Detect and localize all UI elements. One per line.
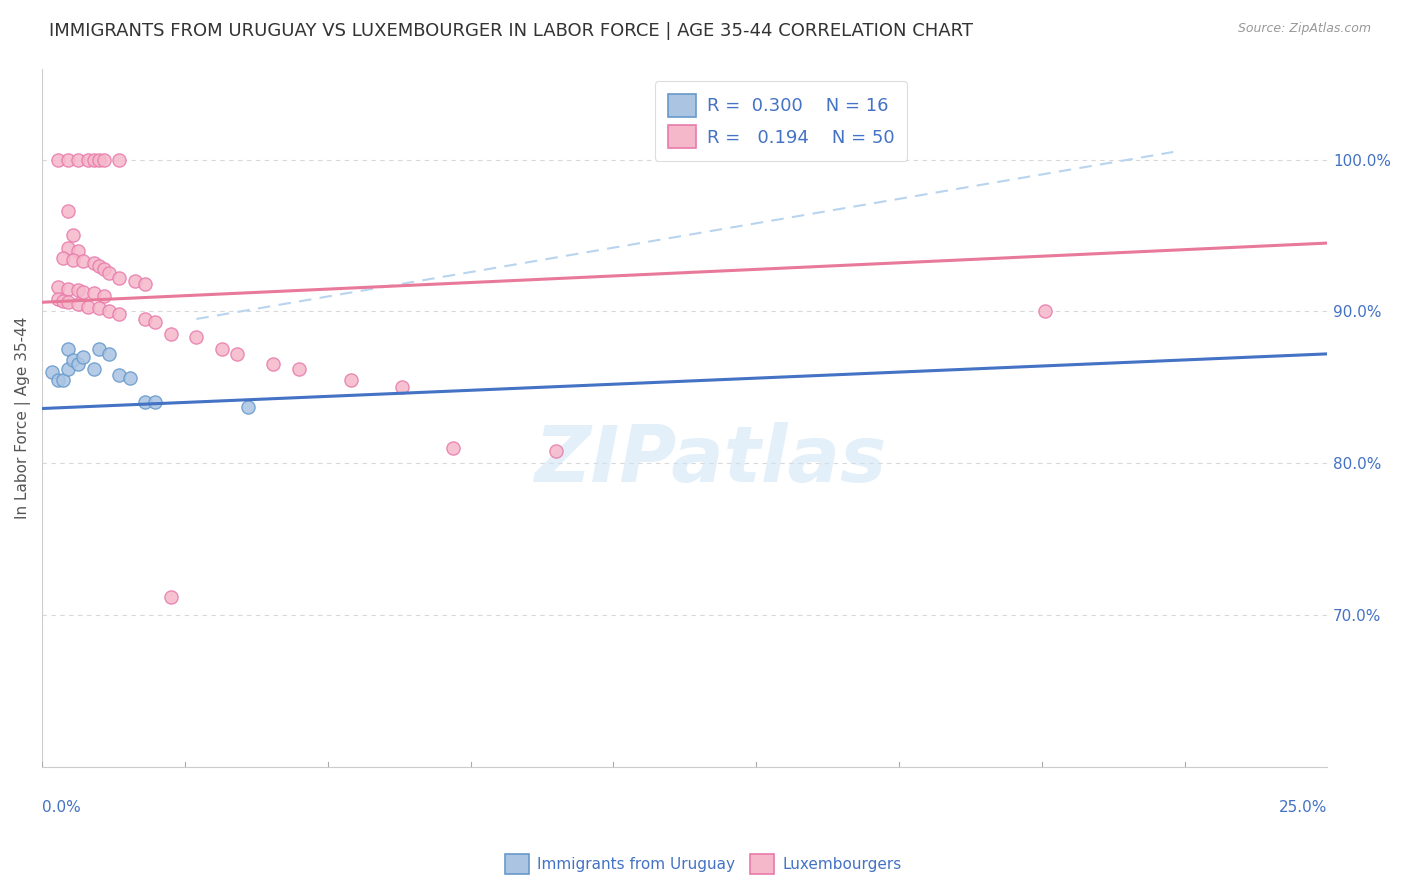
Point [143, 315, 166, 329]
Point [67, 358, 90, 372]
Point [46, 373, 69, 387]
Point [83, 256, 105, 270]
Point [83, 362, 105, 376]
Point [46, 292, 69, 306]
Point [134, 312, 156, 326]
Point [124, 274, 146, 288]
Point [72, 285, 94, 299]
Point [263, 358, 285, 372]
Point [46, 280, 69, 294]
Point [67, 297, 90, 311]
Point [56, 153, 79, 167]
Point [77, 300, 100, 314]
Point [62, 252, 84, 267]
Point [56, 343, 79, 357]
Text: Source: ZipAtlas.com: Source: ZipAtlas.com [1237, 22, 1371, 36]
Point [108, 368, 131, 383]
Legend: Immigrants from Uruguay, Luxembourgers: Immigrants from Uruguay, Luxembourgers [499, 848, 907, 880]
Point [97, 267, 120, 281]
Point [77, 153, 100, 167]
Point [52, 252, 75, 266]
Point [441, 441, 464, 455]
Point [236, 400, 259, 414]
Point [143, 395, 166, 409]
Point [87, 343, 110, 357]
Point [83, 153, 105, 167]
Point [159, 590, 181, 604]
Point [56, 295, 79, 310]
Point [97, 347, 120, 361]
Point [56, 282, 79, 296]
Point [134, 277, 156, 291]
Point [62, 228, 84, 243]
Point [62, 353, 84, 368]
Point [134, 395, 156, 409]
Point [56, 241, 79, 255]
Point [41, 365, 63, 379]
Y-axis label: In Labor Force | Age 35-44: In Labor Force | Age 35-44 [15, 317, 31, 519]
Point [93, 261, 115, 276]
Point [186, 330, 208, 344]
Point [87, 153, 110, 167]
Point [108, 271, 131, 285]
Point [67, 244, 90, 258]
Text: ZIPatlas: ZIPatlas [534, 422, 887, 498]
Point [83, 286, 105, 301]
Text: 0.0%: 0.0% [42, 800, 82, 815]
Text: 25.0%: 25.0% [1279, 800, 1327, 815]
Point [288, 362, 311, 376]
Point [72, 254, 94, 268]
Point [546, 444, 568, 458]
Point [108, 153, 131, 167]
Legend: R =  0.300    N = 16, R =   0.194    N = 50: R = 0.300 N = 16, R = 0.194 N = 50 [655, 81, 907, 161]
Point [52, 373, 75, 387]
Point [56, 204, 79, 219]
Point [118, 371, 141, 385]
Point [56, 362, 79, 376]
Point [87, 259, 110, 273]
Point [391, 380, 413, 394]
Point [46, 153, 69, 167]
Point [339, 373, 361, 387]
Point [226, 347, 249, 361]
Point [97, 304, 120, 318]
Point [211, 343, 233, 357]
Text: IMMIGRANTS FROM URUGUAY VS LUXEMBOURGER IN LABOR FORCE | AGE 35-44 CORRELATION C: IMMIGRANTS FROM URUGUAY VS LUXEMBOURGER … [49, 22, 973, 40]
Point [87, 301, 110, 316]
Point [67, 153, 90, 167]
Point [1033, 304, 1056, 318]
Point [159, 327, 181, 342]
Point [67, 283, 90, 297]
Point [93, 153, 115, 167]
Point [108, 307, 131, 321]
Point [72, 350, 94, 364]
Point [52, 293, 75, 308]
Point [93, 289, 115, 303]
